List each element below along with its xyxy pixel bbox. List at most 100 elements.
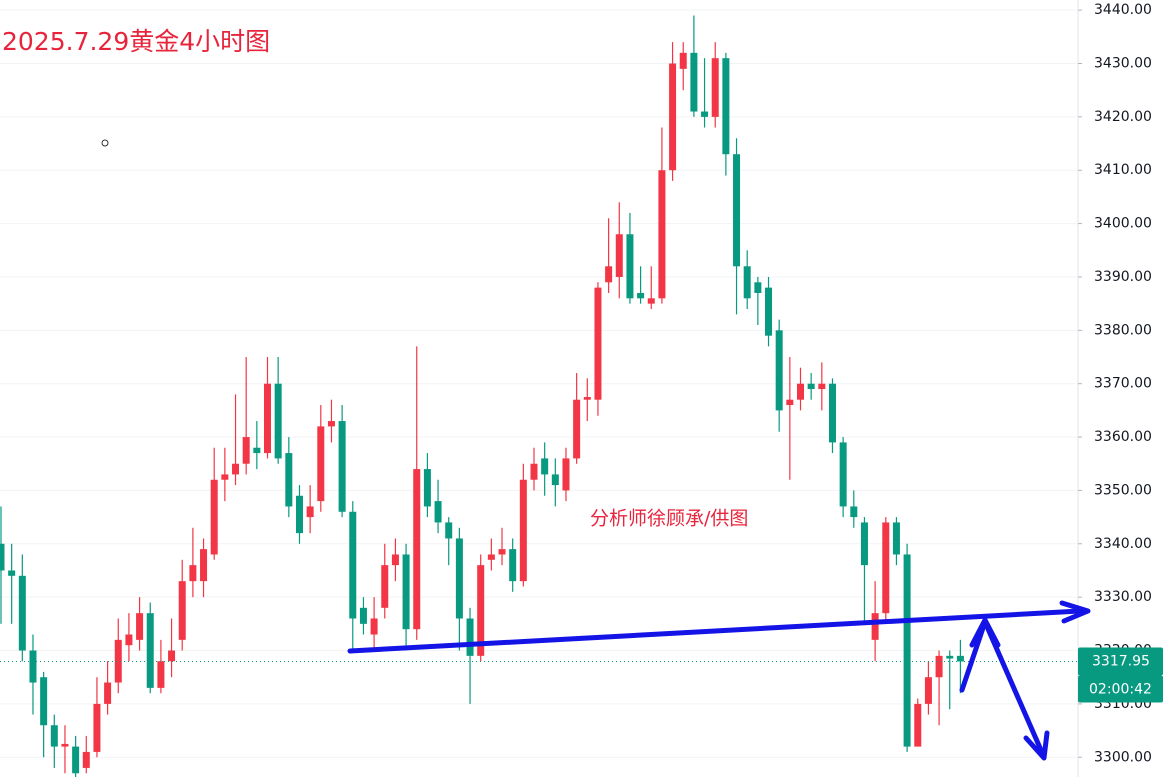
candle-body — [232, 463, 240, 475]
candle-body — [285, 453, 293, 507]
y-tick-label: 3400.00 — [1094, 216, 1152, 232]
candle-body — [253, 447, 261, 454]
candle-body — [775, 330, 783, 411]
y-tick-label: 3330.00 — [1094, 589, 1152, 605]
candle-body — [104, 682, 112, 704]
candle-body — [850, 506, 858, 518]
candle-body — [82, 751, 90, 768]
candle-body — [18, 575, 26, 651]
candle-body — [935, 655, 943, 678]
candle-body — [743, 266, 751, 299]
y-tick-label: 3300.00 — [1094, 749, 1152, 765]
candle-body — [200, 549, 208, 582]
candle-body — [722, 58, 730, 155]
candle-body — [136, 613, 144, 640]
marker-dot — [101, 139, 109, 147]
y-tick-label: 3430.00 — [1094, 56, 1152, 72]
candle-body — [72, 746, 80, 774]
y-tick-label: 3440.00 — [1094, 2, 1152, 18]
candle-body — [93, 703, 101, 752]
candle-body — [583, 397, 591, 400]
price-box — [1078, 647, 1163, 676]
candle-body — [402, 554, 410, 630]
candle-body — [754, 282, 762, 293]
y-tick-label: 3390.00 — [1094, 269, 1152, 285]
candle-body — [509, 549, 517, 582]
candle-body — [669, 63, 677, 171]
y-tick-label: 3370.00 — [1094, 376, 1152, 392]
candle-body — [839, 442, 847, 507]
trend-line — [347, 608, 1083, 654]
candle-body — [317, 426, 325, 502]
candle-body — [210, 479, 218, 555]
candle-body — [327, 421, 335, 427]
candle-body — [466, 618, 474, 656]
candle-body — [605, 266, 613, 283]
candle-body — [445, 522, 453, 539]
candle-body — [765, 287, 773, 336]
candle-body — [40, 677, 48, 726]
candle-body — [168, 650, 176, 662]
candle-body — [860, 522, 868, 566]
chart-title: 2025.7.29黄金4小时图 — [2, 27, 270, 56]
candle-body — [114, 639, 122, 683]
candle-body — [359, 607, 367, 624]
y-tick-label: 3340.00 — [1094, 536, 1152, 552]
candle-body — [295, 495, 303, 534]
candle-body — [391, 554, 399, 566]
candle-body — [807, 383, 815, 390]
candle-body — [157, 661, 165, 688]
candle-body — [146, 613, 154, 688]
candle-body — [594, 287, 602, 400]
candle-body — [61, 743, 69, 747]
candle-body — [828, 383, 836, 443]
drawn-arrows — [347, 600, 1091, 761]
candle-body — [882, 522, 890, 614]
candle-body — [455, 538, 463, 619]
candle-body — [615, 234, 623, 277]
y-tick-label: 3380.00 — [1094, 322, 1152, 338]
countdown-box — [1078, 675, 1163, 703]
candle-body — [956, 655, 964, 662]
candle-body — [690, 52, 698, 112]
candle-body — [892, 522, 900, 555]
countdown-label: 02:00:42 — [1089, 681, 1152, 697]
arrow-head — [1023, 730, 1050, 761]
arrow-down — [982, 619, 1047, 760]
candle-body — [349, 511, 357, 619]
arrow-head — [1059, 600, 1091, 624]
candle-body — [423, 469, 431, 507]
candle-body — [487, 554, 495, 560]
candle-body — [903, 554, 911, 747]
candle-body — [0, 543, 5, 571]
candle-body — [519, 479, 527, 582]
y-tick-label: 3410.00 — [1094, 162, 1152, 178]
candle-body — [871, 613, 879, 640]
candle-body — [477, 565, 485, 656]
candle-body — [733, 154, 741, 267]
candle-body — [434, 501, 442, 523]
annotation: 分析师徐顾承/供图 — [590, 508, 748, 530]
candle-body — [541, 458, 549, 475]
candle-body — [413, 469, 421, 630]
candle-body — [221, 474, 229, 480]
candle-body — [818, 383, 826, 390]
candle-body — [647, 298, 655, 304]
candle-body — [914, 703, 922, 747]
candle-body — [498, 549, 506, 555]
candle-body — [264, 383, 271, 454]
candle-body — [189, 565, 197, 582]
candle-body — [637, 292, 645, 299]
candle-body — [573, 399, 581, 459]
candle-body — [370, 618, 378, 635]
candle-body — [786, 399, 794, 406]
candle-body — [381, 565, 389, 608]
candle-body — [562, 458, 570, 491]
y-tick-label: 3420.00 — [1094, 109, 1152, 125]
candle-body — [658, 170, 666, 299]
y-tick-label: 3360.00 — [1094, 429, 1152, 445]
candle-body — [306, 506, 314, 518]
candle-body — [50, 725, 58, 747]
